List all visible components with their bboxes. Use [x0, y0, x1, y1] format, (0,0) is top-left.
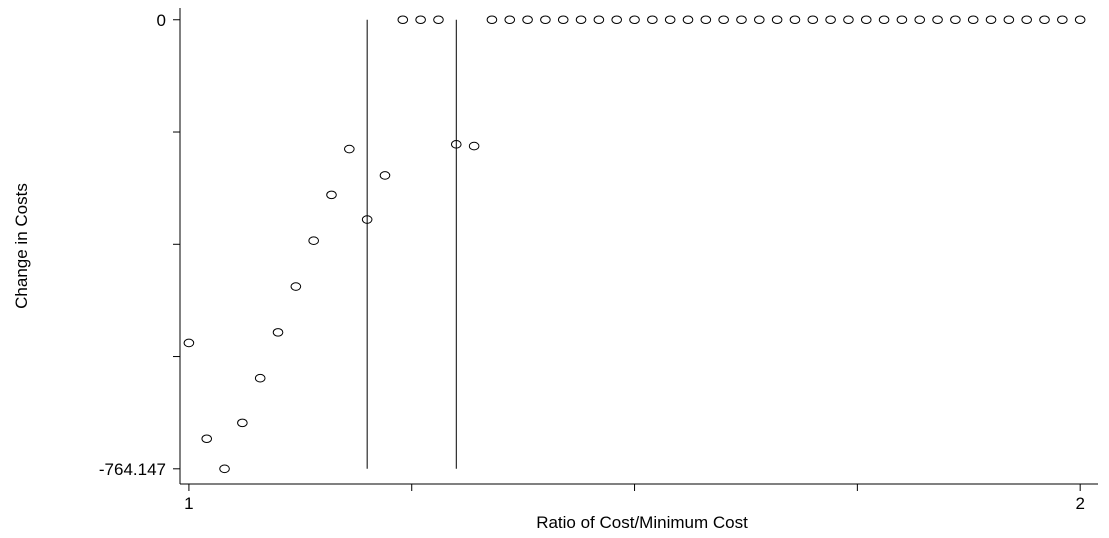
data-point-29 — [700, 15, 712, 25]
data-point-50 — [1074, 15, 1086, 25]
y-axis-title: Change in Costs — [12, 183, 31, 309]
data-point-0 — [183, 338, 195, 348]
data-point-24 — [611, 15, 623, 25]
data-point-45 — [985, 15, 997, 25]
data-point-7 — [308, 236, 319, 246]
data-point-44 — [967, 15, 979, 25]
data-point-22 — [575, 15, 587, 25]
data-point-15 — [450, 140, 462, 149]
data-point-17 — [486, 15, 498, 25]
data-point-37 — [843, 15, 854, 25]
data-point-43 — [950, 15, 961, 25]
data-point-25 — [629, 15, 640, 25]
data-point-9 — [344, 144, 355, 154]
data-point-12 — [397, 15, 409, 25]
data-point-36 — [825, 15, 836, 25]
data-point-48 — [1039, 15, 1050, 25]
y-tick-label-1: -764.147 — [99, 460, 166, 479]
x-tick-label-0: 1 — [184, 494, 193, 513]
data-point-2 — [219, 464, 230, 474]
data-point-13 — [415, 15, 426, 25]
x-axis-title: Ratio of Cost/Minimum Cost — [536, 513, 748, 532]
plot-area: 0 -764.147 1 2 — [99, 8, 1098, 513]
data-point-20 — [540, 15, 551, 25]
data-point-6 — [290, 282, 302, 291]
data-point-8 — [326, 190, 337, 200]
data-point-5 — [272, 328, 284, 337]
data-point-4 — [254, 373, 266, 383]
data-point-32 — [754, 15, 765, 25]
data-point-39 — [878, 15, 890, 25]
data-point-3 — [237, 418, 248, 428]
data-point-42 — [932, 15, 943, 25]
data-point-14 — [433, 15, 444, 25]
data-point-28 — [682, 15, 694, 25]
y-tick-label-0: 0 — [157, 11, 166, 30]
data-point-49 — [1057, 15, 1068, 25]
data-point-41 — [914, 15, 926, 25]
x-tick-label-1: 2 — [1075, 494, 1084, 513]
data-point-31 — [736, 15, 747, 25]
data-point-21 — [557, 15, 569, 25]
data-point-40 — [896, 15, 908, 25]
data-point-26 — [647, 15, 658, 25]
data-point-38 — [860, 15, 872, 25]
data-point-35 — [807, 15, 819, 25]
data-point-47 — [1021, 15, 1032, 25]
data-point-27 — [664, 15, 676, 25]
data-point-11 — [379, 171, 391, 180]
data-point-19 — [522, 15, 533, 25]
data-point-23 — [593, 15, 605, 25]
data-point-46 — [1003, 15, 1015, 25]
data-point-10 — [361, 215, 373, 224]
data-point-1 — [201, 434, 213, 444]
data-point-16 — [468, 141, 480, 151]
data-point-18 — [504, 15, 516, 25]
data-point-30 — [718, 15, 729, 25]
data-point-34 — [789, 15, 801, 25]
data-point-33 — [771, 15, 783, 25]
